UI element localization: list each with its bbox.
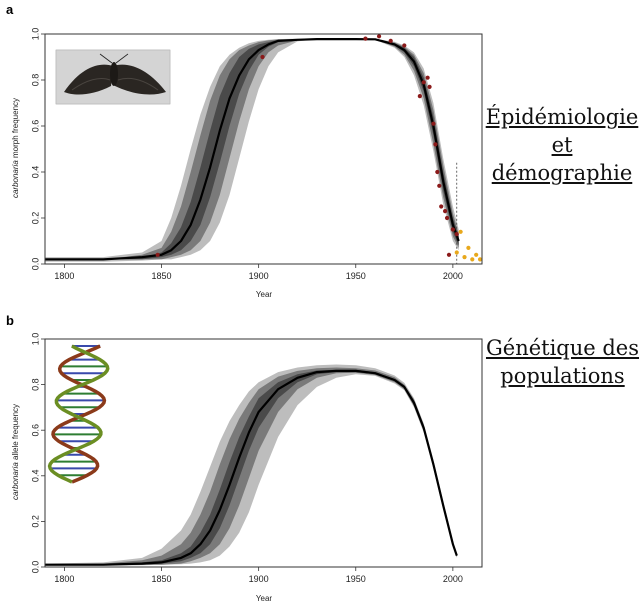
later-point [474,252,479,257]
dna-strand-1 [51,344,107,484]
observed-point [260,54,265,60]
observed-point [425,75,430,80]
side-note-b-line-2: populations [500,364,625,388]
y-tick-label: 1.0 [30,28,40,41]
y-tick-label: 0.8 [30,74,40,87]
panel-a-x-axis-label: Year [256,290,273,299]
panel-b-plot-frame [44,338,483,568]
x-tick-label: 1800 [54,574,74,584]
y-tick-label: 0.8 [30,378,40,391]
y-tick-label: 0.4 [30,470,40,483]
observed-point [444,215,450,221]
y-tick-label: 0.2 [30,515,40,528]
side-note-b-line-1: Génétique des [485,336,640,360]
x-tick-label: 1950 [346,271,366,281]
y-tick-label: 0.6 [30,120,40,133]
observed-point [442,209,448,214]
panel-a-y-axis-label-italic: carbonaria [11,160,20,198]
x-tick-label: 1900 [249,271,269,281]
observed-point [388,38,393,44]
panel-b-y-axis-label: carbonaria allele frequency [11,404,20,500]
later-point [477,257,483,262]
panel-b-y-axis-label-italic: carbonaria [11,462,20,500]
observed-point [433,142,438,147]
observed-point [417,94,422,99]
observed-point [437,183,442,188]
panel-b-confidence-bands [45,364,457,566]
moth-photo-icon [55,49,171,105]
x-tick-label: 1800 [54,271,74,281]
band-middle [45,39,459,260]
observed-point [376,34,382,39]
panel-b: b 1800 1850 1900 1950 2000 0.0 0.2 0.4 0.6 0.8 1.… [6,313,483,603]
y-tick-label: 1.0 [30,333,40,346]
x-tick-label: 1900 [249,574,269,584]
side-note-a-line-2: et [551,133,573,157]
observed-point [435,169,440,175]
observed-point [402,43,407,48]
x-tick-label: 2000 [443,574,463,584]
observed-point [155,252,160,257]
y-tick-label: 0.4 [30,166,40,179]
dna-double-helix-icon [47,344,110,484]
y-tick-label: 0.6 [30,424,40,437]
panel-a-data-points [155,34,483,262]
panel-b-x-ticks: 1800 1850 1900 1950 2000 [54,567,463,584]
observed-point [446,252,452,257]
later-point [454,250,459,255]
observed-point [421,80,426,85]
x-tick-label: 1850 [152,574,172,584]
side-note-a-line-1: Épidémiologie [485,105,639,129]
panel-b-letter: b [6,313,14,328]
y-tick-label: 0.2 [30,212,40,225]
panel-a-letter: a [6,2,14,17]
observed-point [431,121,436,126]
panel-a-plot-frame [44,33,483,265]
panel-a-y-ticks: 0.0 0.2 0.4 0.6 0.8 1.0 [30,28,45,271]
dna-strand-2 [47,344,110,484]
band-outer [45,38,459,262]
panel-a: a 1800 1850 1900 1950 2000 0.0 0.2 0.4 0.6 0.8 1.… [6,2,483,299]
x-tick-label: 1850 [152,271,172,281]
y-tick-label: 0.0 [30,561,40,574]
panel-b-y-ticks: 0.0 0.2 0.4 0.6 0.8 1.0 [30,333,45,574]
x-tick-label: 1950 [346,574,366,584]
panel-a-y-axis-label-rest: morph frequency [11,98,20,160]
later-point [462,255,467,260]
panel-b-model-curve [45,369,458,566]
panel-b-x-axis-label: Year [256,594,273,603]
panel-a-x-ticks: 1800 1850 1900 1950 2000 [54,264,463,281]
side-note-epidemiology: Épidémiologie et démographie [478,103,643,187]
panel-b-y-axis-label-rest: allele frequency [11,404,20,462]
model-curve-line [45,38,460,261]
observed-point [427,84,432,89]
panel-a-model-curve [45,38,460,261]
observed-point [454,232,459,237]
x-tick-label: 2000 [443,271,463,281]
band-middle [45,367,457,565]
y-tick-label: 0.0 [30,258,40,271]
observed-point [439,204,444,209]
panel-a-confidence-bands [45,38,459,262]
later-point [466,245,471,250]
model-curve-line [45,369,458,566]
observed-point [450,227,455,232]
panel-a-y-axis-label: carbonaria morph frequency [11,98,20,198]
observed-point [363,36,368,41]
later-point [470,257,475,262]
side-note-population-genetics: Génétique des populations [480,334,643,390]
side-note-a-line-3: démographie [491,161,633,185]
later-point [458,229,463,234]
